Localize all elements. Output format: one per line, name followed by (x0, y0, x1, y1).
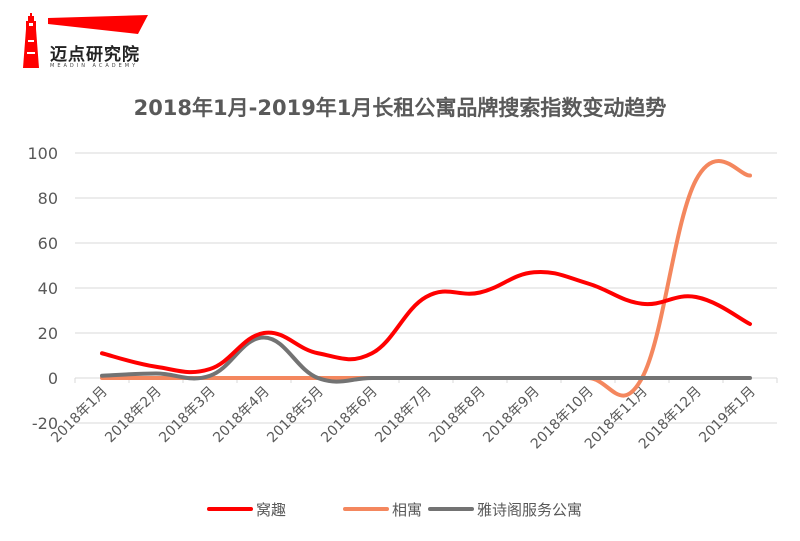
gridlines (75, 152, 777, 424)
x-axis: 2018年1月2018年2月2018年3月2018年4月2018年5月2018年… (48, 377, 778, 452)
legend-swatch (343, 507, 389, 511)
chart-legend: 窝趣 相寓 雅诗阁服务公寓 (0, 497, 800, 521)
y-tick-label: 80 (38, 189, 58, 208)
legend-label: 雅诗阁服务公寓 (477, 500, 583, 519)
logo-subtitle: MEADIN ACADEMY (50, 63, 139, 69)
legend-label: 相寓 (392, 500, 423, 519)
y-tick-label: 40 (38, 279, 58, 298)
legend-item: 窝趣 (207, 497, 286, 521)
legend-swatch (207, 507, 253, 511)
series-line-0 (100, 269, 752, 375)
x-tick-label: 2018年3月 (156, 384, 219, 447)
x-tick-label: 2018年7月 (372, 384, 435, 447)
x-tick-label: 2019年1月 (696, 384, 759, 447)
legend-item: 雅诗阁服务公寓 (428, 497, 582, 521)
chart-title: 2018年1月-2019年1月长租公寓品牌搜索指数变动趋势 (133, 96, 667, 120)
x-tick-label: 2018年4月 (210, 384, 273, 447)
y-tick-label: -20 (32, 414, 58, 433)
legend-label: 窝趣 (256, 500, 287, 519)
series-line-2 (100, 335, 752, 384)
x-tick-label: 2018年5月 (264, 384, 327, 447)
series-line-1 (100, 159, 752, 398)
legend-item: 相寓 (343, 497, 422, 521)
logo: 迈点研究院 MEADIN ACADEMY (20, 10, 160, 72)
y-axis-ticks: 100 80 60 40 20 0 -20 (27, 144, 58, 433)
series-lines (100, 159, 752, 398)
y-tick-label: 100 (27, 144, 58, 163)
y-tick-label: 60 (38, 234, 58, 253)
y-tick-label: 20 (38, 324, 58, 343)
y-tick-label: 0 (48, 369, 58, 388)
x-tick-label: 2018年8月 (426, 384, 489, 447)
legend-swatch (428, 507, 474, 511)
x-tick-label: 2018年2月 (102, 384, 165, 447)
lighthouse-logo-icon (23, 13, 148, 68)
x-tick-label: 2018年6月 (318, 384, 381, 447)
logo-name: 迈点研究院 (50, 45, 140, 65)
